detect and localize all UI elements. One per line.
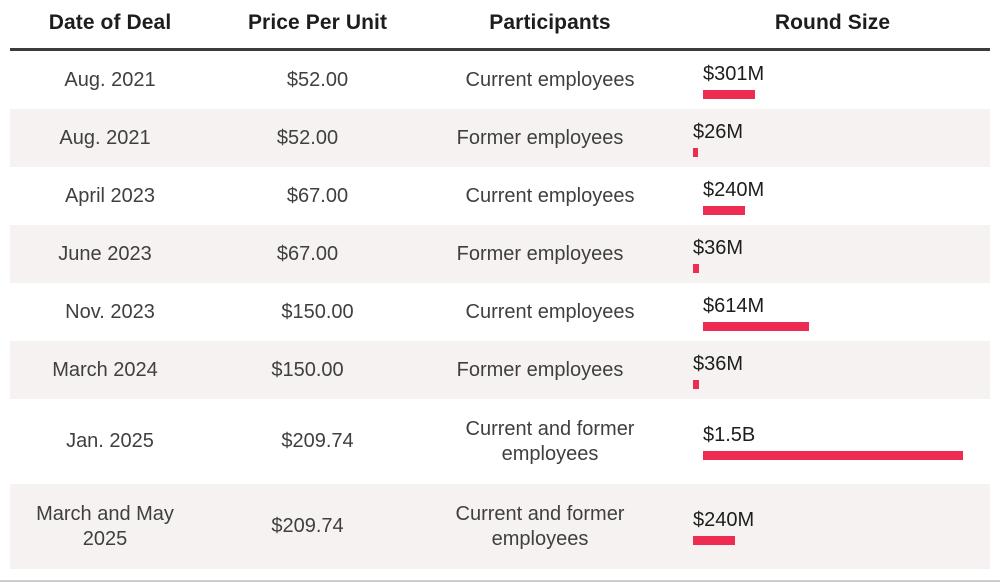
date-text: April 2023: [64, 184, 156, 207]
round-size-value: $301M: [703, 62, 765, 85]
round-size-value: $1.5B: [703, 424, 756, 446]
round-size-value: $36M: [693, 236, 744, 259]
date-cell: Aug. 2021: [10, 126, 200, 151]
participants-cell: Current employees: [425, 68, 675, 93]
price-text: $209.74: [271, 515, 344, 537]
price-cell: $150.00: [210, 300, 425, 325]
round-size-cell: $240M: [675, 178, 990, 215]
table-body: Aug. 2021 $52.00 Current employees $301M…: [0, 51, 1000, 569]
round-size-bar: [693, 147, 698, 157]
round-size-value: $240M: [703, 178, 765, 201]
participants-text: Current employees: [465, 68, 635, 91]
participants-cell: Current and former employees: [425, 417, 675, 467]
round-size-stack: $36M: [693, 236, 743, 273]
participants-text: Former employees: [456, 126, 624, 149]
table-row: March and May 2025 $209.74 Current and f…: [10, 484, 990, 569]
date-cell: Nov. 2023: [10, 300, 210, 325]
round-size-value: $26M: [693, 120, 744, 143]
round-size-stack: $36M: [693, 352, 743, 389]
price-cell: $209.74: [210, 429, 425, 454]
round-size-cell: $36M: [665, 352, 970, 389]
round-size-stack: $1.5B: [703, 423, 963, 460]
price-cell: $67.00: [210, 184, 425, 209]
price-cell: $52.00: [200, 126, 415, 151]
participants-text: Current employees: [465, 300, 635, 323]
round-size-value: $36M: [693, 352, 744, 375]
date-text: March 2024: [52, 358, 158, 381]
round-size-bar: [693, 536, 735, 545]
round-size-stack: $240M: [703, 178, 764, 215]
participants-text: Current employees: [465, 184, 635, 207]
column-header-participants: Participants: [489, 11, 611, 34]
participants-cell: Former employees: [415, 126, 665, 151]
date-text: Nov. 2023: [65, 300, 155, 323]
participants-cell: Current and former employees: [415, 502, 665, 552]
price-text: $67.00: [286, 184, 349, 207]
date-cell: June 2023: [10, 242, 200, 267]
price-text: $52.00: [286, 68, 349, 91]
date-cell: Jan. 2025: [10, 429, 210, 454]
round-size-bar: [703, 205, 745, 215]
round-size-bar: [693, 263, 700, 273]
header-divider: [10, 48, 990, 51]
price-text: $150.00: [271, 358, 344, 381]
round-size-stack: $26M: [693, 120, 743, 157]
column-header-date: Date of Deal: [48, 11, 172, 34]
bottom-divider: [0, 580, 1000, 582]
participants-text: Former employees: [456, 242, 624, 265]
date-text: Aug. 2021: [64, 68, 156, 91]
round-size-cell: $36M: [665, 236, 970, 273]
participants-text: Current and former employees: [465, 417, 635, 465]
table-row: June 2023 $67.00 Former employees $36M: [10, 225, 990, 283]
participants-cell: Current employees: [425, 184, 675, 209]
date-text: Aug. 2021: [59, 126, 151, 149]
date-cell: April 2023: [10, 184, 210, 209]
date-text: Jan. 2025: [66, 430, 154, 452]
table-row: Jan. 2025 $209.74 Current and former emp…: [0, 399, 1000, 484]
participants-cell: Current employees: [425, 300, 675, 325]
price-cell: $67.00: [200, 242, 415, 267]
round-size-cell: $301M: [675, 62, 990, 99]
round-size-cell: $614M: [675, 294, 990, 331]
round-size-bar: [703, 451, 963, 460]
date-text: June 2023: [58, 242, 152, 265]
price-text: $67.00: [276, 242, 339, 265]
date-text: March and May 2025: [36, 502, 174, 550]
date-cell: March 2024: [10, 358, 200, 383]
price-cell: $209.74: [200, 514, 415, 539]
table-row: Aug. 2021 $52.00 Former employees $26M: [10, 109, 990, 167]
column-header-price: Price Per Unit: [247, 11, 388, 34]
round-size-bar: [703, 89, 756, 99]
participants-cell: Former employees: [415, 358, 665, 383]
column-header-round-size: Round Size: [774, 11, 891, 34]
date-cell: Aug. 2021: [10, 68, 210, 93]
price-text: $52.00: [276, 126, 339, 149]
round-size-bar: [703, 321, 810, 331]
round-size-stack: $301M: [703, 62, 764, 99]
round-size-value: $614M: [703, 294, 765, 317]
price-text: $150.00: [281, 300, 354, 323]
round-size-stack: $240M: [693, 508, 754, 545]
table-row: March 2024 $150.00 Former employees $36M: [10, 341, 990, 399]
date-cell: March and May 2025: [10, 502, 200, 552]
table-row: Aug. 2021 $52.00 Current employees $301M: [0, 51, 1000, 109]
round-size-bar: [693, 379, 700, 389]
price-text: $209.74: [281, 430, 354, 452]
table-header-row: Date of Deal Price Per Unit Participants…: [0, 0, 1000, 46]
price-cell: $52.00: [210, 68, 425, 93]
round-size-cell: $1.5B: [675, 423, 990, 460]
participants-text: Former employees: [456, 358, 624, 381]
round-size-stack: $614M: [703, 294, 810, 331]
participants-cell: Former employees: [415, 242, 665, 267]
table-row: Nov. 2023 $150.00 Current employees $614…: [0, 283, 1000, 341]
round-size-cell: $240M: [665, 508, 970, 545]
price-cell: $150.00: [200, 358, 415, 383]
participants-text: Current and former employees: [455, 502, 625, 550]
round-size-value: $240M: [693, 509, 755, 531]
table-row: April 2023 $67.00 Current employees $240…: [0, 167, 1000, 225]
round-size-cell: $26M: [665, 120, 970, 157]
